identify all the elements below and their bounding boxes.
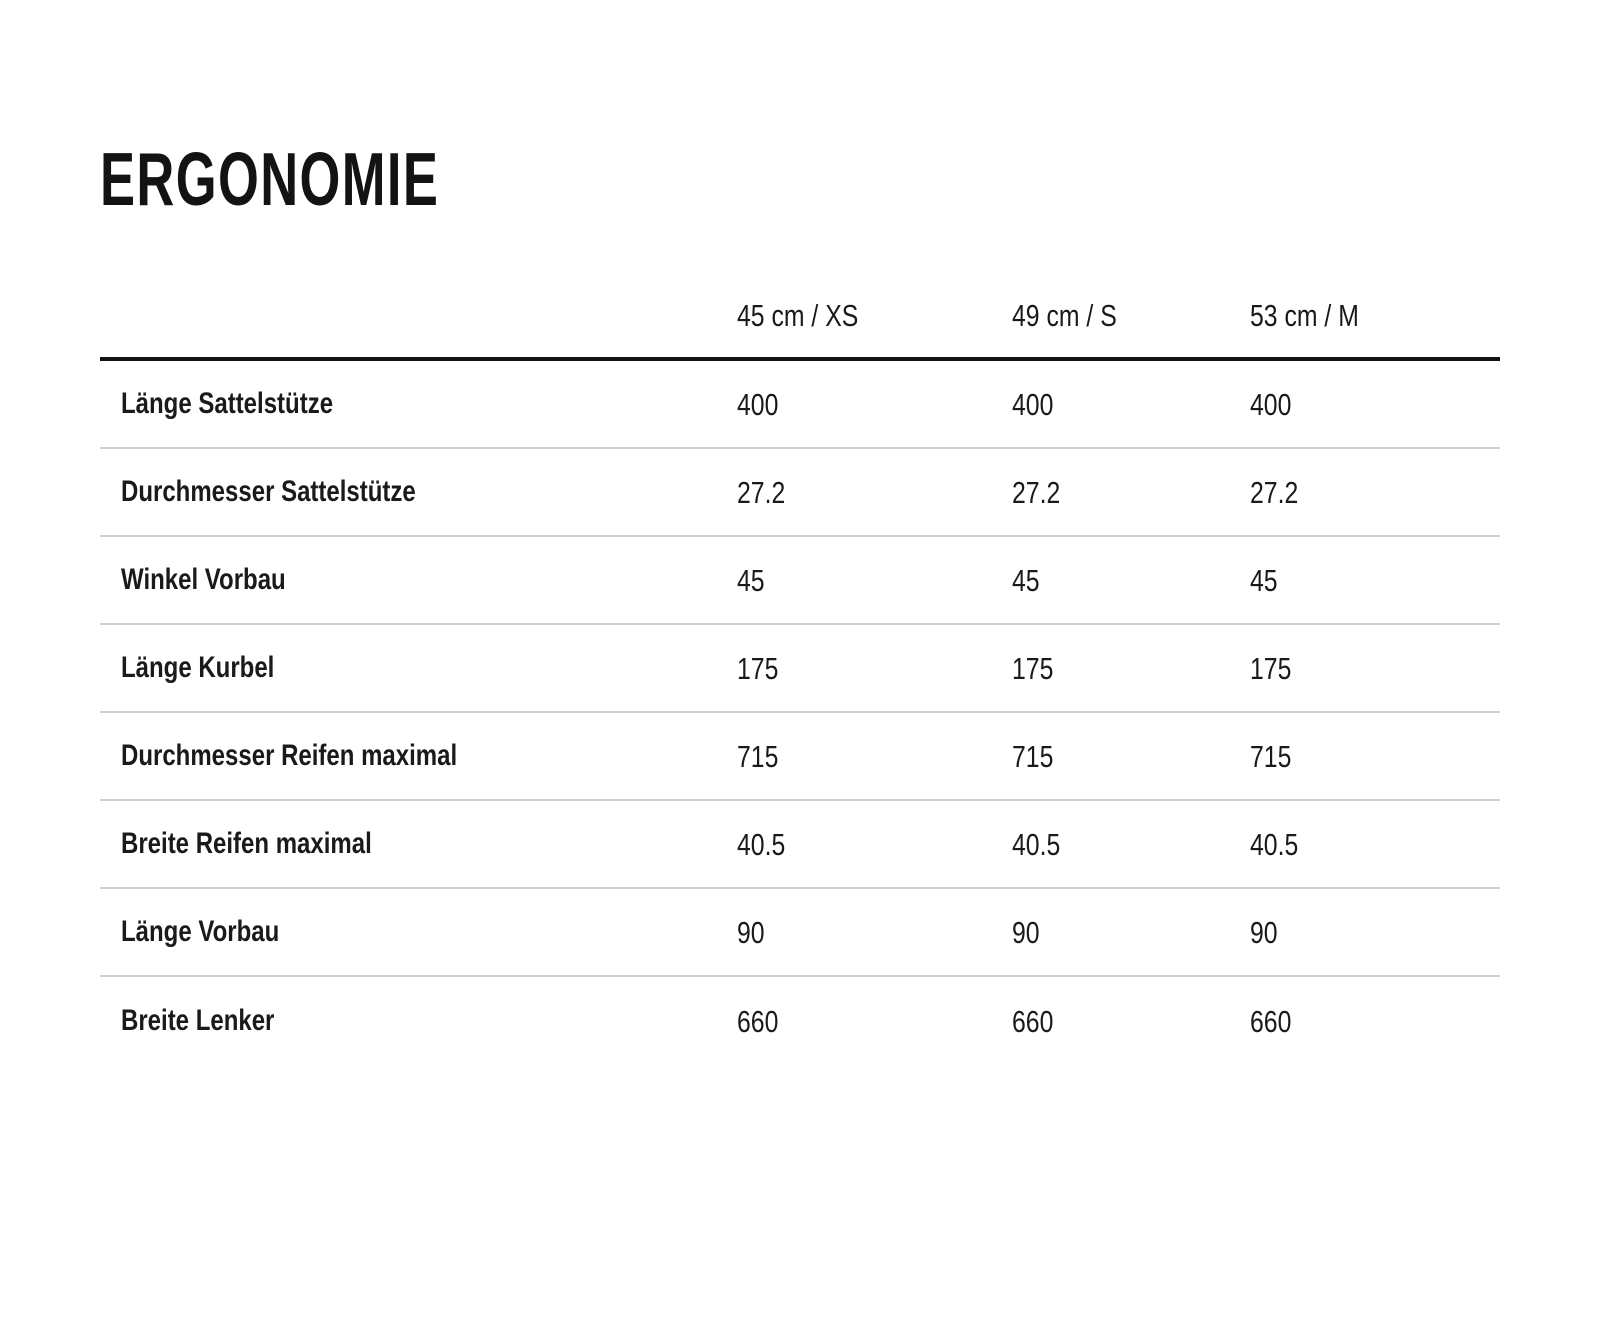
cell-value-s: 175	[1012, 653, 1250, 684]
cell-value-text: 660	[737, 1003, 779, 1039]
column-header-size-xs-text: 45 cm / XS	[737, 298, 859, 333]
page-title-text: ERGONOMIE	[100, 137, 440, 221]
row-label: Winkel Vorbau	[100, 565, 737, 595]
cell-value-m: 45	[1250, 565, 1500, 596]
cell-value-s: 90	[1012, 917, 1250, 948]
cell-value-text: 27.2	[1012, 474, 1061, 510]
cell-value-text: 45	[1012, 562, 1040, 598]
cell-value-text: 400	[737, 386, 779, 422]
cell-value-s: 45	[1012, 565, 1250, 596]
cell-value-text: 660	[1250, 1003, 1292, 1039]
cell-value-text: 45	[737, 562, 765, 598]
cell-value-text: 175	[1012, 650, 1054, 686]
cell-value-text: 27.2	[1250, 474, 1299, 510]
row-label-text: Breite Reifen maximal	[121, 827, 372, 860]
cell-value-text: 175	[1250, 650, 1292, 686]
column-header-size-xs: 45 cm / XS	[737, 300, 1012, 331]
cell-value-text: 45	[1250, 562, 1278, 598]
cell-value-text: 400	[1012, 386, 1054, 422]
cell-value-s: 400	[1012, 389, 1250, 420]
row-label-text: Länge Sattelstütze	[121, 387, 334, 420]
table-row: Durchmesser Reifen maximal 715 715 715	[100, 713, 1500, 801]
column-header-size-m-text: 53 cm / M	[1250, 298, 1359, 333]
cell-value-text: 715	[1012, 738, 1054, 774]
cell-value-xs: 45	[737, 565, 1012, 596]
cell-value-m: 90	[1250, 917, 1500, 948]
cell-value-m: 715	[1250, 741, 1500, 772]
cell-value-xs: 27.2	[737, 477, 1012, 508]
cell-value-m: 27.2	[1250, 477, 1500, 508]
cell-value-m: 400	[1250, 389, 1500, 420]
row-label-text: Durchmesser Sattelstütze	[121, 475, 416, 508]
table-row: Winkel Vorbau 45 45 45	[100, 537, 1500, 625]
cell-value-xs: 660	[737, 1006, 1012, 1037]
cell-value-text: 660	[1012, 1003, 1054, 1039]
table-row: Länge Vorbau 90 90 90	[100, 889, 1500, 977]
page: ERGONOMIE 45 cm / XS 49 cm / S 53 cm / M…	[0, 142, 1600, 1065]
row-label: Länge Kurbel	[100, 653, 737, 683]
column-header-size-s: 49 cm / S	[1012, 300, 1250, 331]
cell-value-text: 90	[1250, 914, 1278, 950]
row-label: Durchmesser Sattelstütze	[100, 477, 737, 507]
cell-value-s: 660	[1012, 1006, 1250, 1037]
column-header-size-m: 53 cm / M	[1250, 300, 1500, 331]
table-row: Länge Sattelstütze 400 400 400	[100, 361, 1500, 449]
row-label: Breite Reifen maximal	[100, 829, 737, 859]
row-label: Durchmesser Reifen maximal	[100, 741, 737, 771]
cell-value-s: 715	[1012, 741, 1250, 772]
table-row: Breite Lenker 660 660 660	[100, 977, 1500, 1065]
cell-value-text: 400	[1250, 386, 1292, 422]
cell-value-text: 40.5	[1250, 826, 1299, 862]
ergonomics-table: 45 cm / XS 49 cm / S 53 cm / M Länge Sat…	[100, 300, 1500, 1065]
column-header-size-s-text: 49 cm / S	[1012, 298, 1117, 333]
cell-value-text: 27.2	[737, 474, 786, 510]
table-body: Länge Sattelstütze 400 400 400 Durchmess…	[100, 361, 1500, 1065]
row-label-text: Durchmesser Reifen maximal	[121, 739, 458, 772]
cell-value-xs: 400	[737, 389, 1012, 420]
cell-value-m: 40.5	[1250, 829, 1500, 860]
row-label-text: Länge Kurbel	[121, 651, 275, 684]
cell-value-m: 175	[1250, 653, 1500, 684]
table-row: Durchmesser Sattelstütze 27.2 27.2 27.2	[100, 449, 1500, 537]
table-header-row: 45 cm / XS 49 cm / S 53 cm / M	[100, 300, 1500, 361]
table-row: Breite Reifen maximal 40.5 40.5 40.5	[100, 801, 1500, 889]
cell-value-text: 40.5	[737, 826, 786, 862]
cell-value-text: 715	[1250, 738, 1292, 774]
cell-value-text: 90	[737, 914, 765, 950]
cell-value-text: 175	[737, 650, 779, 686]
cell-value-xs: 175	[737, 653, 1012, 684]
row-label: Länge Vorbau	[100, 917, 737, 947]
page-title: ERGONOMIE	[100, 142, 1500, 217]
cell-value-s: 40.5	[1012, 829, 1250, 860]
row-label-text: Winkel Vorbau	[121, 563, 286, 596]
row-label-text: Breite Lenker	[121, 1004, 275, 1037]
table-row: Länge Kurbel 175 175 175	[100, 625, 1500, 713]
cell-value-m: 660	[1250, 1006, 1500, 1037]
row-label-text: Länge Vorbau	[121, 915, 280, 948]
cell-value-text: 90	[1012, 914, 1040, 950]
cell-value-xs: 715	[737, 741, 1012, 772]
cell-value-text: 715	[737, 738, 779, 774]
cell-value-xs: 90	[737, 917, 1012, 948]
row-label: Länge Sattelstütze	[100, 389, 737, 419]
cell-value-xs: 40.5	[737, 829, 1012, 860]
cell-value-s: 27.2	[1012, 477, 1250, 508]
cell-value-text: 40.5	[1012, 826, 1061, 862]
row-label: Breite Lenker	[100, 1006, 737, 1036]
table-corner-cell	[100, 300, 737, 331]
